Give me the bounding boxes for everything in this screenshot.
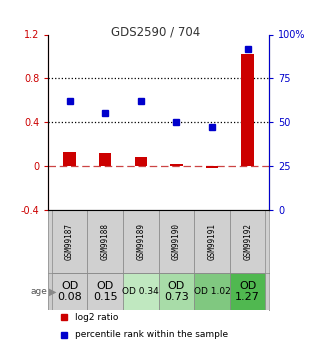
Bar [159,210,194,273]
Bar [52,210,87,273]
Text: ▶: ▶ [49,286,56,296]
Bar [230,210,266,273]
Text: percentile rank within the sample: percentile rank within the sample [75,330,228,339]
Bar [99,153,111,166]
Text: GSM99188: GSM99188 [101,223,110,260]
Text: GSM99192: GSM99192 [243,223,252,260]
Bar [63,152,76,166]
Text: GSM99187: GSM99187 [65,223,74,260]
Bar [135,157,147,166]
Bar [170,164,183,166]
Bar [123,273,159,310]
Bar [206,166,218,168]
Text: age: age [30,287,48,296]
Bar [194,210,230,273]
Bar [194,273,230,310]
Bar [52,273,87,310]
Text: OD 1.02: OD 1.02 [194,287,230,296]
Bar [159,273,194,310]
Text: log2 ratio: log2 ratio [75,313,118,322]
Text: GSM99189: GSM99189 [136,223,145,260]
Text: OD
0.15: OD 0.15 [93,280,118,302]
Bar [241,54,254,166]
Text: OD 0.34: OD 0.34 [123,287,159,296]
Bar [123,210,159,273]
Bar [87,273,123,310]
Bar [87,210,123,273]
Text: GSM99190: GSM99190 [172,223,181,260]
Text: OD
1.27: OD 1.27 [235,280,260,302]
Bar [230,273,266,310]
Text: OD
0.08: OD 0.08 [57,280,82,302]
Text: GSM99191: GSM99191 [207,223,216,260]
Text: OD
0.73: OD 0.73 [164,280,189,302]
Text: GDS2590 / 704: GDS2590 / 704 [111,26,200,39]
